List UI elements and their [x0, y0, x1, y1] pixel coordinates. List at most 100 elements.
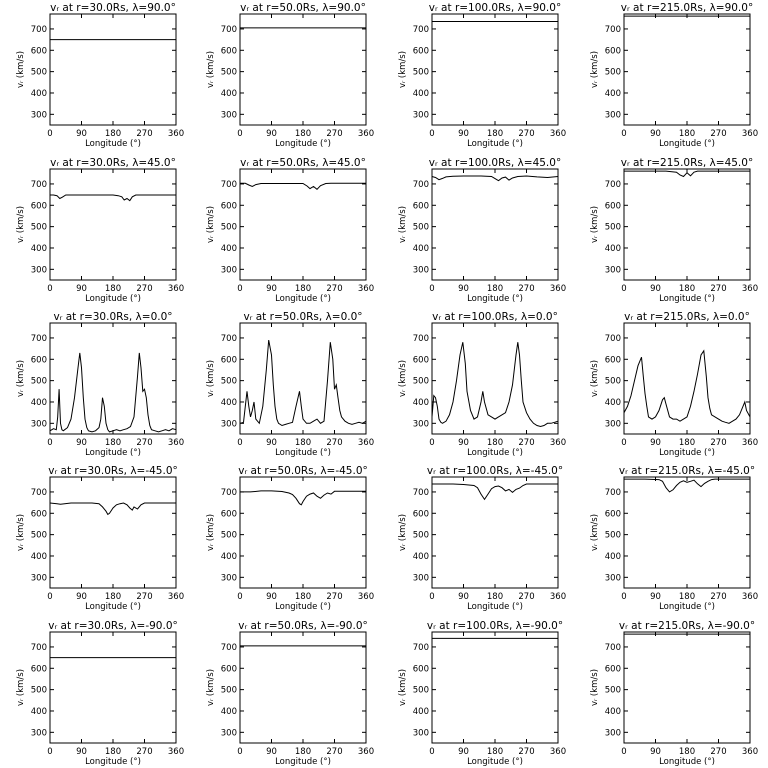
x-tick-label: 90: [76, 438, 87, 448]
x-tick-label: 270: [710, 129, 726, 139]
y-axis-label: vᵣ (km/s): [206, 514, 216, 551]
y-tick-label: 600: [413, 664, 429, 674]
x-axis-label: Longitude (°): [659, 139, 715, 149]
y-tick-label: 500: [31, 686, 47, 696]
y-tick-label: 700: [413, 334, 429, 344]
y-tick-label: 300: [221, 728, 237, 738]
x-tick-label: 90: [266, 284, 277, 294]
x-tick-label: 180: [105, 592, 121, 602]
y-tick-label: 600: [31, 664, 47, 674]
x-tick-label: 90: [458, 438, 469, 448]
x-tick-label: 270: [326, 747, 342, 757]
x-tick-label: 270: [326, 284, 342, 294]
chart-panel: vᵣ at r=30.0Rs, λ=-45.0° 0 90 180 270 360 300 4…: [16, 465, 184, 612]
y-tick-label: 700: [413, 643, 429, 653]
x-tick-label: 0: [47, 438, 52, 448]
y-axis-label: vᵣ (km/s): [16, 514, 26, 551]
chart-panel: vᵣ at r=50.0Rs, λ=0.0° 0 90 180 270 360 300 400…: [206, 311, 374, 458]
x-tick-label: 0: [621, 438, 626, 448]
x-tick-label: 270: [710, 284, 726, 294]
x-axis-label: Longitude (°): [467, 757, 523, 767]
series-line: [240, 182, 366, 190]
chart-panel: vᵣ at r=30.0Rs, λ=0.0° 0 90 180 270 360 300 400…: [16, 311, 184, 458]
x-axis-label: Longitude (°): [275, 602, 331, 612]
x-tick-label: 360: [742, 129, 758, 139]
x-tick-label: 0: [621, 284, 626, 294]
plot-frame: [49, 13, 177, 126]
chart-panel: vᵣ at r=215.0Rs, λ=90.0° 0 90 180 270 360 300 4…: [590, 2, 758, 149]
chart-title: vᵣ at r=30.0Rs, λ=0.0°: [53, 311, 172, 323]
x-axis-label: Longitude (°): [467, 448, 523, 458]
x-tick-label: 0: [47, 284, 52, 294]
series-line: [623, 349, 751, 424]
y-tick-label: 300: [413, 419, 429, 429]
x-tick-label: 0: [237, 129, 242, 139]
plot-frame: [623, 168, 751, 281]
plot-frame: [623, 476, 751, 589]
y-tick-label: 400: [31, 244, 47, 254]
x-tick-label: 180: [295, 747, 311, 757]
x-tick-label: 180: [487, 592, 503, 602]
x-tick-label: 180: [295, 284, 311, 294]
x-tick-label: 0: [47, 129, 52, 139]
y-tick-label: 300: [31, 265, 47, 275]
plot-frame: [239, 13, 367, 126]
y-tick-label: 500: [31, 377, 47, 387]
x-axis-label: Longitude (°): [85, 602, 141, 612]
x-tick-label: 360: [550, 438, 566, 448]
x-axis-label: Longitude (°): [467, 294, 523, 304]
y-axis-label: vᵣ (km/s): [16, 51, 26, 88]
x-tick-label: 270: [136, 129, 152, 139]
y-tick-label: 500: [413, 531, 429, 541]
y-tick-label: 700: [221, 25, 237, 35]
x-tick-label: 270: [710, 438, 726, 448]
x-tick-label: 90: [650, 747, 661, 757]
x-axis-label: Longitude (°): [85, 139, 141, 149]
plot-frame: [49, 631, 177, 744]
x-tick-label: 360: [550, 747, 566, 757]
plot-frame: [623, 13, 751, 126]
y-axis-label: vᵣ (km/s): [16, 360, 26, 397]
y-tick-label: 500: [221, 686, 237, 696]
plot-frame: [49, 322, 177, 435]
y-tick-label: 300: [605, 419, 621, 429]
plot-frame: [239, 476, 367, 589]
y-axis-label: vᵣ (km/s): [398, 360, 408, 397]
y-tick-label: 600: [605, 509, 621, 519]
x-axis-label: Longitude (°): [659, 448, 715, 458]
x-axis-label: Longitude (°): [275, 139, 331, 149]
y-tick-label: 600: [221, 509, 237, 519]
y-tick-label: 700: [221, 643, 237, 653]
y-tick-label: 600: [221, 201, 237, 211]
x-axis-label: Longitude (°): [659, 602, 715, 612]
x-tick-label: 0: [47, 747, 52, 757]
x-tick-label: 0: [237, 284, 242, 294]
x-tick-label: 180: [487, 438, 503, 448]
y-tick-label: 300: [605, 265, 621, 275]
y-tick-label: 500: [605, 377, 621, 387]
y-tick-label: 500: [221, 531, 237, 541]
plot-frame: [239, 631, 367, 744]
chart-panel: vᵣ at r=100.0Rs, λ=0.0° 0 90 180 270 360 300 40…: [398, 311, 566, 458]
y-axis-label: vᵣ (km/s): [206, 360, 216, 397]
y-tick-label: 500: [413, 686, 429, 696]
y-axis-label: vᵣ (km/s): [16, 669, 26, 706]
y-tick-label: 400: [605, 244, 621, 254]
x-tick-label: 360: [358, 592, 374, 602]
y-tick-label: 500: [413, 377, 429, 387]
y-tick-label: 400: [413, 552, 429, 562]
y-tick-label: 300: [221, 265, 237, 275]
x-tick-label: 270: [518, 284, 534, 294]
x-tick-label: 360: [550, 284, 566, 294]
y-tick-label: 300: [31, 419, 47, 429]
x-tick-label: 0: [429, 747, 434, 757]
x-tick-label: 360: [742, 438, 758, 448]
x-tick-label: 270: [326, 438, 342, 448]
y-tick-label: 600: [413, 355, 429, 365]
chart-title: vᵣ at r=100.0Rs, λ=0.0°: [432, 311, 558, 323]
y-tick-label: 600: [413, 46, 429, 56]
x-tick-label: 360: [168, 747, 184, 757]
y-tick-label: 700: [605, 643, 621, 653]
x-tick-label: 180: [295, 592, 311, 602]
y-tick-label: 700: [605, 25, 621, 35]
